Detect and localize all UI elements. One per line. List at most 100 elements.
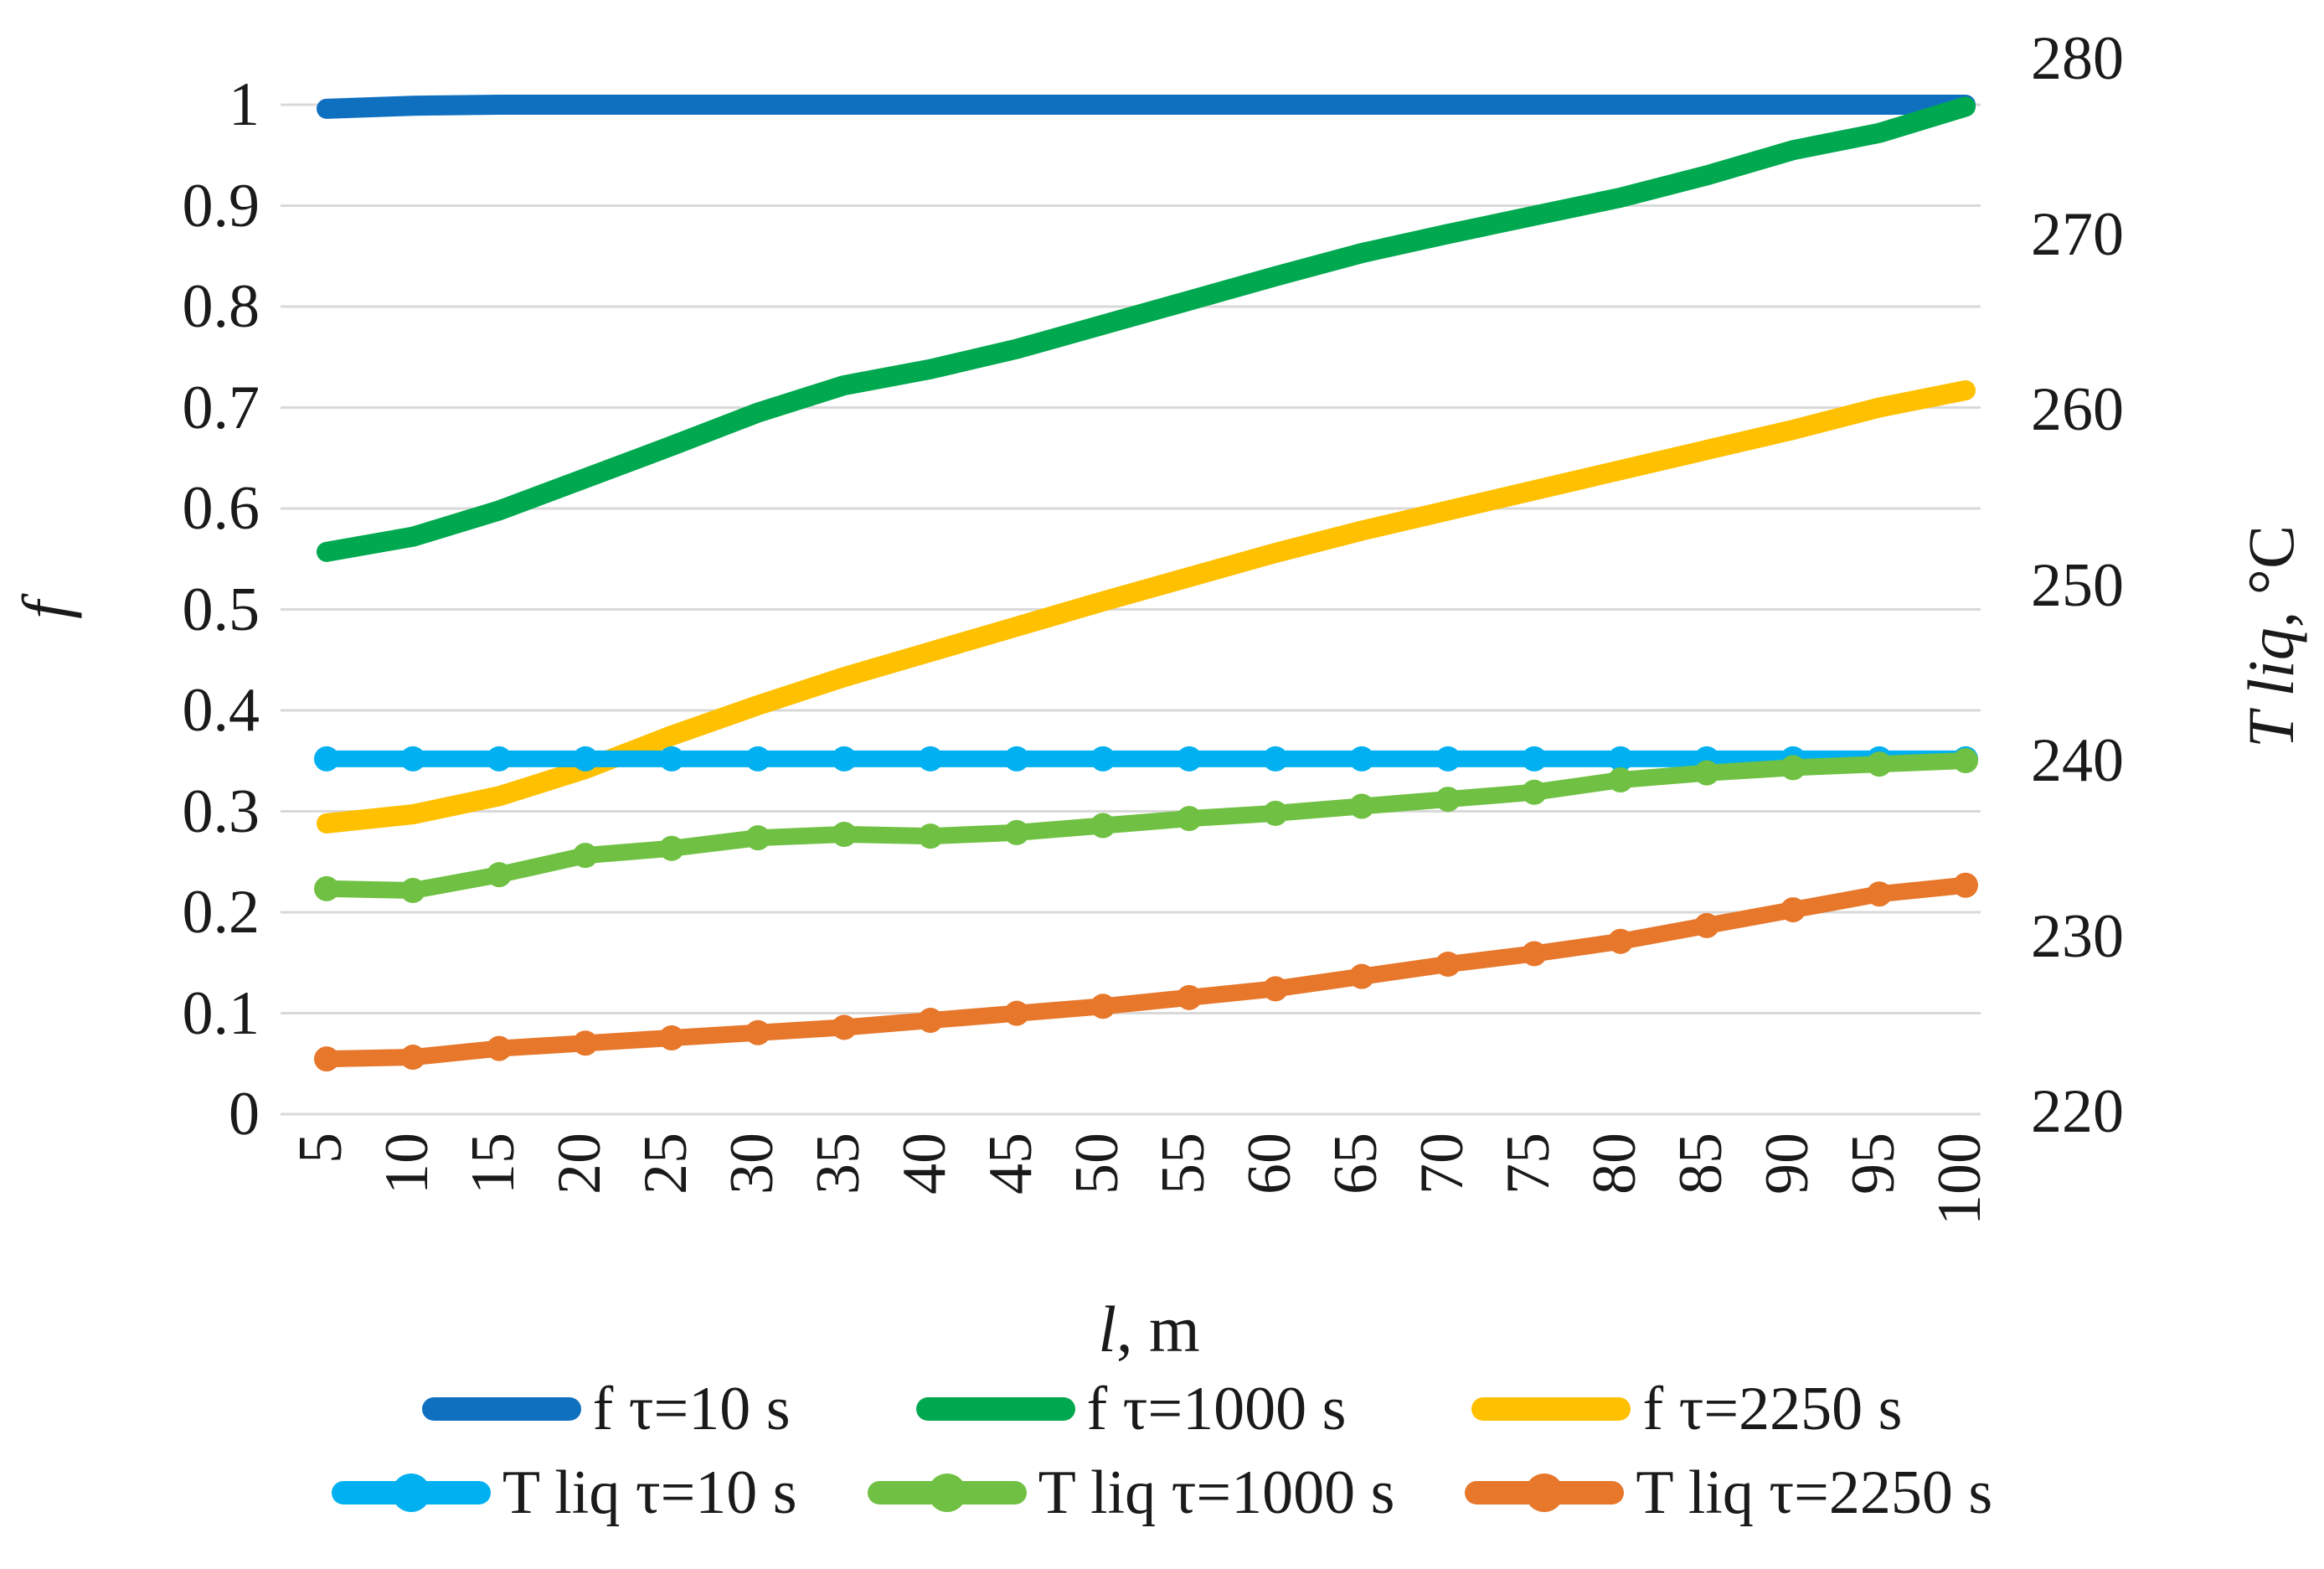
- left-axis-title: f: [9, 601, 82, 619]
- left-axis-tick-label: 0.8: [182, 272, 260, 341]
- x-axis-tick-label: 65: [1322, 1133, 1390, 1195]
- x-axis-tick-label: 70: [1408, 1133, 1476, 1195]
- x-axis-title: l, m: [1098, 1297, 1199, 1362]
- x-axis-tick-label: 60: [1235, 1133, 1304, 1195]
- x-axis-tick-label: 40: [890, 1133, 959, 1195]
- right-axis-tick-label: 260: [2031, 375, 2124, 444]
- series-marker-t-liq-10-s: [400, 746, 425, 772]
- series-line-f-1000-s: [317, 96, 1976, 562]
- series-marker-t-liq-10-s: [1090, 746, 1116, 772]
- legend-label: f τ=1000 s: [1086, 1375, 1347, 1443]
- legend-item-f-1000-s: f τ=1000 s: [915, 1375, 1347, 1443]
- x-axis-tick-label: 95: [1839, 1133, 1908, 1195]
- x-axis-tick-label: 35: [804, 1133, 873, 1195]
- x-axis-tick-label: 5: [286, 1133, 355, 1164]
- left-axis-tick-label: 0.4: [182, 676, 260, 745]
- left-axis-tick-label: 0.7: [182, 373, 260, 442]
- x-axis-tick-label: 75: [1494, 1133, 1563, 1195]
- left-axis-title-text: f: [9, 601, 82, 619]
- series-marker-t-liq-10-s: [832, 746, 857, 772]
- legend-item-t-liq-2250-s: T liq τ=2250 s: [1465, 1462, 1992, 1524]
- left-axis-tick-label: 0.1: [182, 978, 260, 1048]
- series-marker-t-liq-1000-s: [1867, 751, 1892, 777]
- legend-label: T liq τ=10 s: [502, 1458, 797, 1527]
- legend-swatch-icon: [1471, 1397, 1631, 1421]
- legend-item-f-10-s: f τ=10 s: [421, 1378, 791, 1440]
- series-marker-t-liq-1000-s: [1435, 787, 1461, 813]
- series-marker-t-liq-10-s: [1263, 746, 1288, 772]
- left-axis-tick-label: 0: [229, 1080, 260, 1148]
- legend-row: f τ=10 s f τ=1000 s f τ=2250 s: [421, 1375, 1902, 1443]
- legend-label: T liq τ=2250 s: [1636, 1458, 1993, 1527]
- legend-marker-icon: [391, 1474, 430, 1512]
- left-axis-tick-label: 0.5: [182, 575, 260, 644]
- right-axis-tick-label: 280: [2031, 24, 2124, 93]
- series-marker-t-liq-2250-s: [487, 1035, 512, 1061]
- left-axis-tick-label: 0.3: [182, 777, 260, 846]
- series-marker-t-liq-2250-s: [745, 1019, 770, 1045]
- series-marker-t-liq-1000-s: [1608, 767, 1633, 793]
- x-axis-tick-label: 20: [545, 1133, 614, 1195]
- legend-row: T liq τ=10 s T liq τ=1000 s T liq τ=2250 s: [331, 1458, 1992, 1527]
- legend: f τ=10 s f τ=1000 s f τ=2250 s T liq τ=10 s…: [0, 1378, 2324, 1524]
- x-axis-tick-label: 100: [1925, 1133, 1994, 1226]
- series-marker-t-liq-2250-s: [918, 1008, 943, 1034]
- series-marker-t-liq-1000-s: [1177, 806, 1202, 832]
- series-marker-t-liq-2250-s: [832, 1014, 857, 1040]
- series-marker-t-liq-10-s: [745, 746, 770, 772]
- x-axis-tick-label: 10: [373, 1133, 441, 1195]
- series-marker-t-liq-10-s: [1004, 746, 1029, 772]
- series-marker-t-liq-10-s: [1608, 746, 1633, 772]
- series-marker-t-liq-10-s: [659, 746, 684, 772]
- right-axis-title-unit: , °C: [2234, 524, 2307, 628]
- series-marker-t-liq-2250-s: [1263, 976, 1288, 1002]
- series-marker-t-liq-2250-s: [1694, 912, 1719, 938]
- series-marker-t-liq-2250-s: [1953, 872, 1978, 898]
- series-marker-t-liq-1000-s: [573, 843, 598, 869]
- right-axis-tick-label: 250: [2031, 550, 2124, 620]
- legend-item-t-liq-1000-s: T liq τ=1000 s: [867, 1462, 1394, 1524]
- legend-swatch-icon: [421, 1397, 581, 1421]
- legend-item-f-2250-s: f τ=2250 s: [1471, 1378, 1902, 1440]
- legend-swatch-icon: [915, 1397, 1075, 1421]
- series-line-f-10-s: [317, 95, 1976, 119]
- series-marker-t-liq-1000-s: [1522, 779, 1547, 805]
- series-marker-t-liq-2250-s: [1780, 897, 1806, 923]
- series-marker-t-liq-1000-s: [400, 878, 425, 904]
- series-marker-t-liq-2250-s: [1349, 963, 1374, 989]
- legend-swatch-icon: [867, 1474, 1027, 1512]
- series-marker-t-liq-10-s: [573, 746, 598, 772]
- series-marker-t-liq-2250-s: [1522, 941, 1547, 967]
- x-axis-tick-label: 25: [631, 1133, 700, 1195]
- x-axis-tick-label: 85: [1667, 1133, 1735, 1195]
- series-marker-t-liq-2250-s: [1004, 1000, 1029, 1026]
- series-marker-t-liq-10-s: [918, 746, 943, 772]
- right-axis-title-variable: T liq: [2234, 627, 2307, 749]
- legend-marker-icon: [1525, 1474, 1564, 1512]
- series-line-t-liq-2250-s: [318, 876, 1974, 1068]
- series-marker-t-liq-1000-s: [1004, 819, 1029, 845]
- series-marker-t-liq-1000-s: [487, 862, 512, 888]
- x-axis-tick-label: 80: [1580, 1133, 1649, 1195]
- series-marker-t-liq-10-s: [1349, 746, 1374, 772]
- right-axis-tick-label: 230: [2031, 901, 2124, 971]
- series-marker-t-liq-2250-s: [1177, 984, 1202, 1010]
- series-marker-t-liq-1000-s: [1953, 748, 1978, 773]
- series-marker-t-liq-1000-s: [1349, 793, 1374, 819]
- series-marker-t-liq-10-s: [1177, 746, 1202, 772]
- series-marker-t-liq-1000-s: [832, 821, 857, 847]
- x-axis-title-variable: l: [1098, 1293, 1116, 1365]
- x-axis-title-unit: , m: [1116, 1293, 1200, 1365]
- right-axis-tick-label: 220: [2031, 1077, 2124, 1146]
- left-axis-tick-label: 0.9: [182, 171, 260, 240]
- legend-label: f τ=2250 s: [1642, 1375, 1903, 1443]
- x-axis-tick-label: 45: [976, 1133, 1045, 1195]
- legend-item-t-liq-10-s: T liq τ=10 s: [331, 1458, 797, 1527]
- series-marker-t-liq-2250-s: [1090, 994, 1116, 1019]
- legend-swatch-icon: [331, 1474, 491, 1512]
- series-marker-t-liq-1000-s: [314, 875, 339, 901]
- right-axis-tick-label: 240: [2031, 726, 2124, 795]
- series-marker-t-liq-2250-s: [400, 1045, 425, 1071]
- x-axis-tick-label: 15: [459, 1133, 528, 1195]
